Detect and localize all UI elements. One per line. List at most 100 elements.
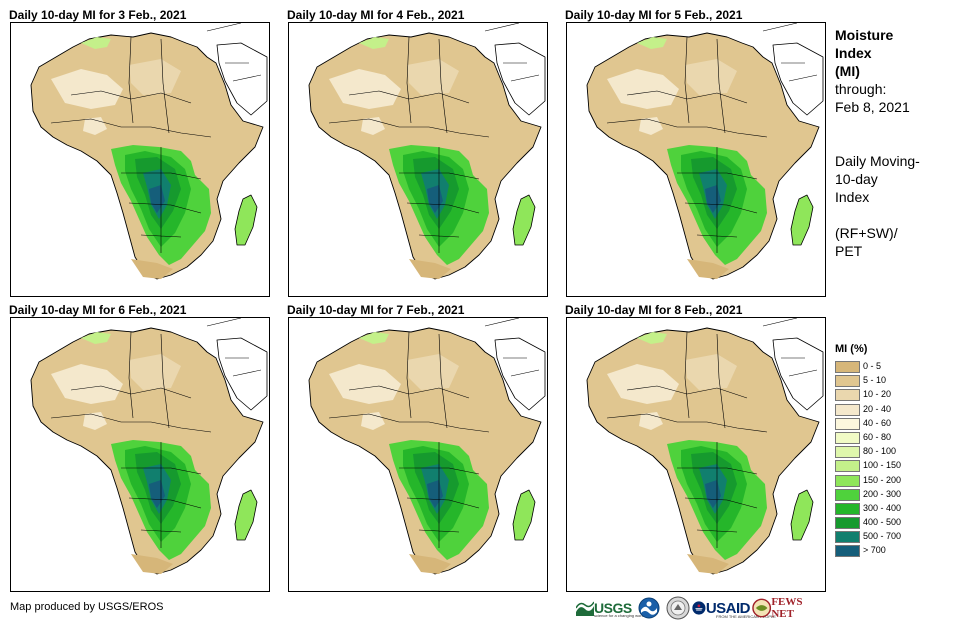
map-region (512, 489, 536, 541)
index-title-line: Moisture (835, 27, 894, 43)
legend-title: MI (%) (835, 343, 868, 355)
map-panel: Daily 10-day MI for 3 Feb., 2021 (9, 8, 270, 297)
legend: MI (%) 0 - 5 5 - 10 10 - 20 20 - 40 40 - 60 6… (835, 343, 955, 559)
africa-map (586, 23, 824, 280)
legend-item: 40 - 60 (835, 417, 955, 431)
map-frame (566, 317, 826, 592)
map-region (50, 36, 212, 253)
usgs-tagline: science for a changing world (594, 613, 645, 618)
map-region (206, 23, 262, 82)
map-region (129, 59, 181, 95)
usaid-seal-icon (692, 601, 706, 615)
map-region (329, 69, 401, 109)
legend-label: 200 - 300 (863, 488, 902, 499)
panel-title: Daily 10-day MI for 7 Feb., 2021 (287, 303, 465, 317)
legend-swatch (835, 460, 860, 473)
legend-item: 400 - 500 (835, 516, 955, 530)
panel-title: Daily 10-day MI for 6 Feb., 2021 (9, 303, 187, 317)
legend-item: 200 - 300 (835, 488, 955, 502)
usaid-logo: USAID FROM THE AMERICAN PEOPLE (692, 596, 776, 620)
fews-globe-icon (752, 598, 772, 618)
legend-label: 5 - 10 (863, 375, 887, 386)
map-panel: Daily 10-day MI for 6 Feb., 2021 (9, 303, 270, 592)
panel-title: Daily 10-day MI for 4 Feb., 2021 (287, 8, 465, 22)
legend-swatch (835, 389, 860, 402)
legend-item: 150 - 200 (835, 474, 955, 488)
map-region (50, 331, 212, 548)
legend-swatch (835, 446, 860, 459)
legend-label: 20 - 40 (863, 403, 892, 414)
index-title-line: (MI) (835, 63, 860, 79)
map-panel: Daily 10-day MI for 4 Feb., 2021 (287, 8, 548, 297)
legend-swatch (835, 375, 860, 388)
map-region (206, 318, 262, 377)
legend-swatch (835, 403, 860, 416)
noaa-seal-icon (638, 597, 660, 619)
map-region (607, 69, 679, 109)
legend-label: 40 - 60 (863, 417, 892, 428)
legend-label: > 700 (863, 545, 886, 556)
map-region (512, 194, 536, 246)
africa-map (30, 318, 268, 575)
map-panel: Daily 10-day MI for 8 Feb., 2021 (565, 303, 826, 592)
usgs-text: USGS (594, 600, 632, 616)
map-region (131, 259, 173, 279)
formula-line: PET (835, 243, 863, 259)
fews-text: FEWS NET (771, 596, 803, 620)
legend-item: 300 - 400 (835, 502, 955, 516)
legend-swatch (835, 502, 860, 515)
panel-title: Daily 10-day MI for 3 Feb., 2021 (9, 8, 187, 22)
legend-item: 80 - 100 (835, 445, 955, 459)
map-frame (288, 22, 548, 297)
map-region (762, 318, 818, 377)
legend-label: 100 - 150 (863, 460, 902, 471)
legend-swatch (835, 517, 860, 530)
legend-swatch (835, 431, 860, 444)
legend-label: 10 - 20 (863, 389, 892, 400)
map-region (687, 259, 729, 279)
legend-swatch (835, 361, 860, 373)
map-region (606, 36, 768, 253)
map-region (606, 331, 768, 548)
map-region (790, 194, 814, 246)
map-region (687, 554, 729, 574)
usaid-tagline: FROM THE AMERICAN PEOPLE (716, 614, 776, 619)
map-frame (566, 22, 826, 297)
africa-map (30, 23, 268, 280)
legend-rows: 0 - 5 5 - 10 10 - 20 20 - 40 40 - 60 60 - 80 8… (835, 360, 955, 559)
map-frame (288, 317, 548, 592)
legend-swatch (835, 417, 860, 430)
legend-label: 400 - 500 (863, 517, 902, 528)
map-region (81, 37, 111, 49)
sidebar-info: Moisture Index (MI) through: Feb 8, 2021… (835, 26, 960, 260)
map-region (484, 318, 540, 377)
africa-map (586, 318, 824, 575)
legend-swatch (835, 474, 860, 487)
logo-bar: USGS science for a changing world USAID … (576, 596, 826, 622)
map-region (359, 332, 389, 344)
usgs-logo: USGS science for a changing world (576, 596, 645, 620)
legend-swatch (835, 531, 860, 544)
map-region (51, 364, 123, 404)
legend-item: 0 - 5 (835, 360, 955, 374)
map-panel: Daily 10-day MI for 7 Feb., 2021 (287, 303, 548, 592)
through-date: Feb 8, 2021 (835, 99, 910, 115)
credit-text: Map produced by USGS/EROS (10, 601, 164, 613)
fews-net-logo: FEWS NET (752, 596, 826, 620)
legend-label: 150 - 200 (863, 474, 902, 485)
doi-seal-logo (666, 596, 692, 620)
map-region (685, 59, 737, 95)
legend-label: 60 - 80 (863, 431, 892, 442)
map-region (407, 354, 459, 390)
map-region (790, 489, 814, 541)
legend-swatch (835, 545, 860, 558)
map-region (234, 489, 258, 541)
legend-item: 500 - 700 (835, 530, 955, 544)
map-panel: Daily 10-day MI for 5 Feb., 2021 (565, 8, 826, 297)
usaid-text: USAID (705, 599, 751, 617)
seal-icon (666, 596, 690, 620)
map-region (129, 354, 181, 390)
map-region (234, 194, 258, 246)
legend-item: 60 - 80 (835, 431, 955, 445)
description-line: Daily Moving- (835, 153, 920, 169)
